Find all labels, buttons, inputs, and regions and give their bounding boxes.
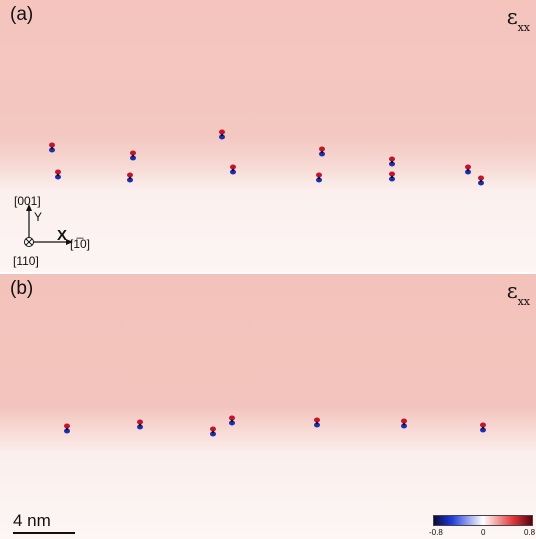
panel-b-quantity: εxx <box>506 279 530 309</box>
dislocation-core <box>316 172 322 183</box>
axis-direction-right: [1̅0] <box>70 237 91 251</box>
dislocation-core <box>210 426 216 437</box>
panel-a-label: (a) <box>10 4 34 25</box>
dislocation-core <box>229 415 235 426</box>
colorbar-tick-max: 0.8 <box>524 528 536 537</box>
dislocation-core <box>130 150 136 161</box>
dislocation-core <box>319 146 325 157</box>
axis-label-y: Y <box>34 210 43 224</box>
scale-bar-label: 4 nm <box>13 511 51 530</box>
colorbar <box>433 515 533 526</box>
strain-map-panel-a: (a) εxx [001] Y X [1̅0] [110] <box>0 0 536 272</box>
axis-direction-out-of-plane: [110] <box>13 254 39 268</box>
axis-direction-up: [001] <box>14 194 41 208</box>
dislocation-core <box>137 419 143 430</box>
strain-map-image-b <box>0 274 536 539</box>
dislocation-core <box>64 423 70 434</box>
dislocation-core <box>401 418 407 429</box>
dislocation-core <box>55 169 61 180</box>
dislocation-core <box>389 171 395 182</box>
scale-bar <box>13 532 75 534</box>
dislocation-core <box>49 142 55 153</box>
panel-a-quantity: εxx <box>506 5 530 35</box>
axis-label-x: X <box>57 227 68 244</box>
strain-map-image-a <box>0 0 536 272</box>
axes-arrows <box>24 204 73 247</box>
colorbar-tick-min: -0.8 <box>429 528 443 537</box>
dislocation-core <box>465 164 471 175</box>
dislocation-core <box>219 129 225 140</box>
dislocation-core <box>478 175 484 186</box>
strain-map-panel-b: (b) εxx <box>0 274 536 539</box>
dislocation-core <box>230 164 236 175</box>
dislocation-core <box>314 417 320 428</box>
panel-b-label: (b) <box>10 278 34 299</box>
dislocation-core <box>127 172 133 183</box>
dislocation-core <box>389 156 395 167</box>
colorbar-tick-zero: 0 <box>481 528 486 537</box>
dislocation-core <box>480 422 486 433</box>
